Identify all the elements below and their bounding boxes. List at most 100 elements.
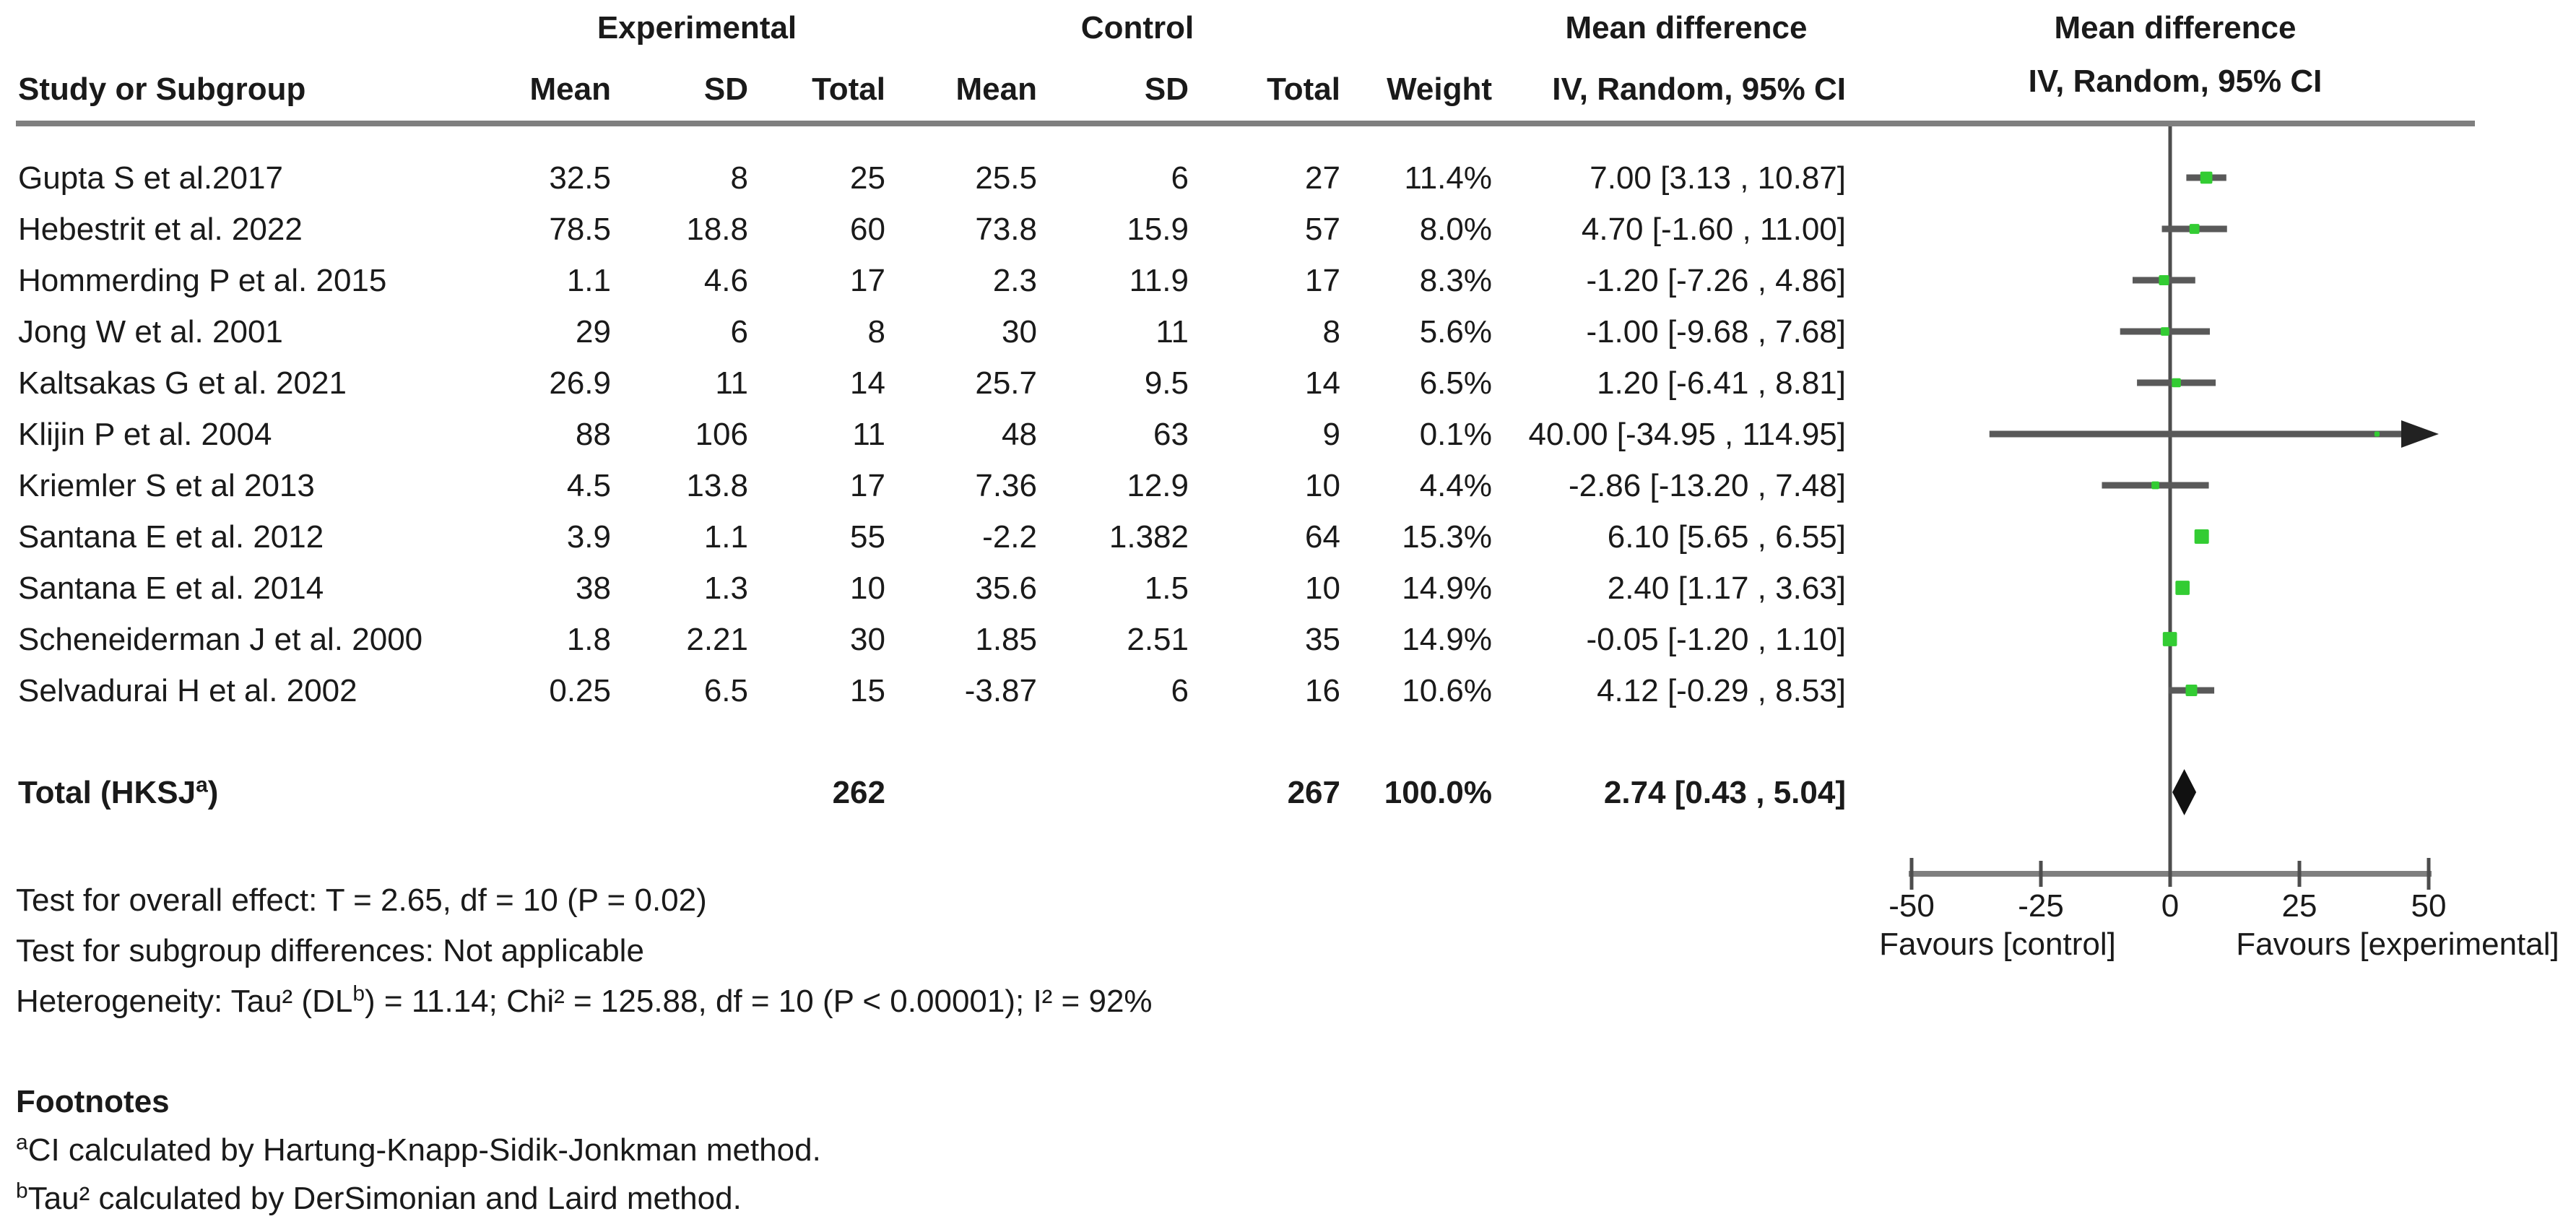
table-cell: 5.6% xyxy=(1419,313,1492,350)
total-control-n: 267 xyxy=(1287,774,1340,810)
table-cell: SD xyxy=(703,71,748,107)
table-cell: 8 xyxy=(867,313,885,350)
table-cell: 15 xyxy=(850,672,885,708)
table-cell: 13.8 xyxy=(686,467,748,503)
table-cell: -2.2 xyxy=(982,519,1037,555)
effect-marker xyxy=(2151,481,2159,490)
study-label: Jong W et al. 2001 xyxy=(18,313,283,350)
effect-marker xyxy=(2185,684,2198,697)
table-cell: 8 xyxy=(730,160,748,196)
table-cell: IV, Random, 95% CI xyxy=(1552,71,1846,107)
table-cell: 11.9 xyxy=(1129,262,1189,298)
table-cell: 18.8 xyxy=(686,211,748,247)
axis-tick-label: -25 xyxy=(2018,888,2064,924)
table-cell: 6 xyxy=(1171,160,1189,196)
study-label: Klijin P et al. 2004 xyxy=(18,416,272,452)
table-cell: 7.36 xyxy=(975,467,1037,503)
table-cell: 40.00 [-34.95 , 114.95] xyxy=(1528,416,1846,452)
table-cell: 11 xyxy=(852,416,885,452)
table-cell: 4.6 xyxy=(703,262,748,298)
table-cell: 25 xyxy=(850,160,885,196)
table-cell: Mean xyxy=(955,71,1037,107)
table-cell: 27 xyxy=(1305,160,1340,196)
table-row: Scheneiderman J et al. 2000 1.8 2.21 30 1.85… xyxy=(0,614,1863,665)
study-label: Kaltsakas G et al. 2021 xyxy=(18,365,347,401)
table-row: Gupta S et al.2017 32.5 8 25 25.5 6 27 11.4% 7.0… xyxy=(0,152,1863,204)
effect-marker xyxy=(2172,378,2181,388)
study-label: Hebestrit et al. 2022 xyxy=(18,211,303,247)
table-cell: 73.8 xyxy=(975,211,1037,247)
total-ci: 2.74 [0.43 , 5.04] xyxy=(1603,774,1846,810)
table-cell: 10.6% xyxy=(1402,672,1492,708)
table-cell: 12.9 xyxy=(1127,467,1189,503)
effect-marker xyxy=(2162,632,2177,646)
table-cell: 10 xyxy=(1305,570,1340,606)
table-cell: 1.382 xyxy=(1109,519,1189,555)
table-header-row: Study or Subgroup Mean SD Total Mean SD Total W… xyxy=(0,64,1863,115)
table-cell: 4.70 [-1.60 , 11.00] xyxy=(1581,211,1846,247)
table-row: Santana E et al. 2014 38 1.3 10 35.6 1.5 10 14.… xyxy=(0,563,1863,614)
footnotes-block: Footnotes aCI calculated by Hartung-Knap… xyxy=(16,1077,821,1223)
study-label: Scheneiderman J et al. 2000 xyxy=(18,621,423,657)
table-cell: 14 xyxy=(850,365,885,401)
axis-tick-label: 0 xyxy=(2161,888,2180,924)
column-group-mean-difference-plot: Mean difference xyxy=(2054,10,2297,45)
table-cell: -1.00 [-9.68 , 7.68] xyxy=(1586,313,1846,350)
table-cell: 11 xyxy=(1155,313,1189,350)
table-cell: 6.10 [5.65 , 6.55] xyxy=(1607,519,1846,555)
table-cell: 9.5 xyxy=(1144,365,1189,401)
table-cell: 2.21 xyxy=(686,621,748,657)
table-cell: Total xyxy=(1267,71,1340,107)
table-cell: 78.5 xyxy=(549,211,611,247)
table-cell: 1.8 xyxy=(566,621,611,657)
table-cell: 17 xyxy=(1305,262,1340,298)
effect-marker xyxy=(2189,224,2200,234)
table-cell: 7.00 [3.13 , 10.87] xyxy=(1590,160,1846,196)
table-cell: 15.9 xyxy=(1127,211,1189,247)
table-cell: -1.20 [-7.26 , 4.86] xyxy=(1586,262,1846,298)
footnotes-title: Footnotes xyxy=(16,1084,170,1119)
table-cell: 29 xyxy=(576,313,611,350)
table-cell: 63 xyxy=(1153,416,1189,452)
table-cell: 14.9% xyxy=(1402,621,1492,657)
table-cell: 8 xyxy=(1322,313,1340,350)
table-cell: 11 xyxy=(715,365,748,401)
total-experimental-n: 262 xyxy=(832,774,885,810)
table-cell: SD xyxy=(1144,71,1189,107)
favours-experimental-label: Favours [experimental] xyxy=(2236,927,2559,962)
study-label: Santana E et al. 2012 xyxy=(18,519,324,555)
table-cell: 106 xyxy=(695,416,748,452)
table-cell: 6.5 xyxy=(703,672,748,708)
effect-marker xyxy=(2200,171,2213,184)
arrow-head xyxy=(2401,420,2439,448)
table-cell: 14 xyxy=(1305,365,1340,401)
table-cell: 1.85 xyxy=(975,621,1037,657)
axis-tick-label: 50 xyxy=(2411,888,2447,924)
total-label: Total (HKSJa) xyxy=(18,772,219,810)
effect-marker xyxy=(2175,581,2190,595)
study-label: Gupta S et al.2017 xyxy=(18,160,283,196)
study-label: Santana E et al. 2014 xyxy=(18,570,324,606)
table-cell: 6.5% xyxy=(1419,365,1492,401)
table-cell: Total xyxy=(812,71,885,107)
table-cell: 6 xyxy=(730,313,748,350)
table-cell: Mean xyxy=(529,71,611,107)
table-cell: 1.3 xyxy=(703,570,748,606)
favours-control-label: Favours [control] xyxy=(1879,927,2116,962)
table-cell: 88 xyxy=(576,416,611,452)
table-cell: 10 xyxy=(850,570,885,606)
table-cell: 0.1% xyxy=(1419,416,1492,452)
footnote-a: aCI calculated by Hartung-Knapp-Sidik-Jo… xyxy=(16,1130,821,1168)
table-cell: -3.87 xyxy=(964,672,1037,708)
table-cell: 35 xyxy=(1305,621,1340,657)
effect-marker xyxy=(2160,327,2169,336)
table-row: Hommerding P et al. 2015 1.1 4.6 17 2.3 11.9 1… xyxy=(0,255,1863,306)
table-cell: Weight xyxy=(1387,71,1492,107)
axis-tick-label: -50 xyxy=(1888,888,1935,924)
table-cell: 4.12 [-0.29 , 8.53] xyxy=(1597,672,1846,708)
table-cell: 3.9 xyxy=(566,519,611,555)
study-label: Study or Subgroup xyxy=(18,71,306,107)
column-group-control: Control xyxy=(1080,10,1194,45)
table-cell: 64 xyxy=(1305,519,1340,555)
table-cell: 11.4% xyxy=(1404,160,1493,196)
